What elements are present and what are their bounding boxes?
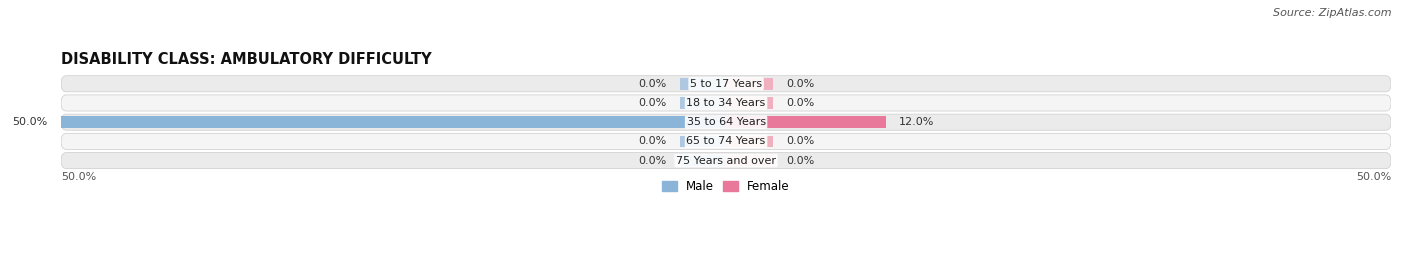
FancyBboxPatch shape — [60, 114, 1391, 130]
Text: 50.0%: 50.0% — [60, 172, 97, 182]
Text: 0.0%: 0.0% — [786, 155, 814, 166]
Bar — [725, 136, 773, 147]
Text: 65 to 74 Years: 65 to 74 Years — [686, 136, 766, 146]
Text: 0.0%: 0.0% — [638, 136, 666, 146]
Bar — [60, 116, 725, 128]
Bar — [679, 136, 725, 147]
Text: 35 to 64 Years: 35 to 64 Years — [686, 117, 766, 127]
Text: 0.0%: 0.0% — [638, 155, 666, 166]
Text: 5 to 17 Years: 5 to 17 Years — [690, 79, 762, 89]
Text: 0.0%: 0.0% — [638, 79, 666, 89]
Legend: Male, Female: Male, Female — [658, 176, 794, 198]
Text: DISABILITY CLASS: AMBULATORY DIFFICULTY: DISABILITY CLASS: AMBULATORY DIFFICULTY — [60, 52, 432, 68]
Bar — [725, 116, 886, 128]
Text: 0.0%: 0.0% — [786, 98, 814, 108]
Bar — [679, 97, 725, 109]
Bar — [679, 155, 725, 166]
Bar — [725, 97, 773, 109]
Text: 75 Years and over: 75 Years and over — [676, 155, 776, 166]
Bar — [725, 78, 773, 90]
FancyBboxPatch shape — [60, 133, 1391, 150]
Text: 0.0%: 0.0% — [638, 98, 666, 108]
Text: 0.0%: 0.0% — [786, 136, 814, 146]
Text: 50.0%: 50.0% — [1355, 172, 1391, 182]
Text: 50.0%: 50.0% — [13, 117, 48, 127]
FancyBboxPatch shape — [60, 153, 1391, 169]
Text: Source: ZipAtlas.com: Source: ZipAtlas.com — [1274, 8, 1392, 18]
Text: 0.0%: 0.0% — [786, 79, 814, 89]
Bar — [679, 78, 725, 90]
FancyBboxPatch shape — [60, 95, 1391, 111]
Text: 12.0%: 12.0% — [898, 117, 935, 127]
FancyBboxPatch shape — [60, 76, 1391, 92]
Text: 18 to 34 Years: 18 to 34 Years — [686, 98, 766, 108]
Bar — [725, 155, 773, 166]
